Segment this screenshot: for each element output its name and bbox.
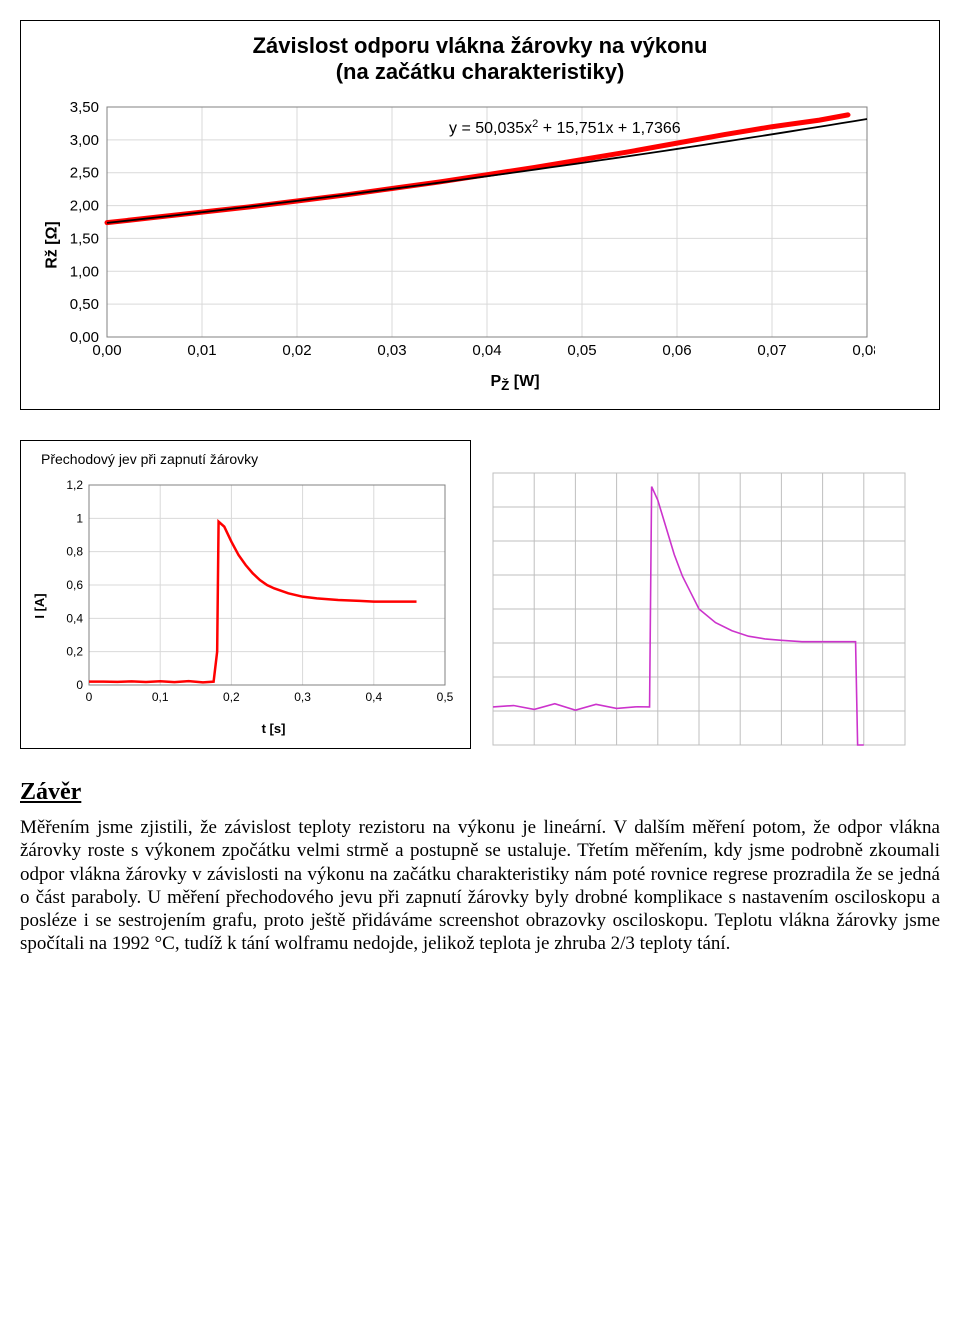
svg-text:0,00: 0,00 xyxy=(92,342,121,359)
chart1-area: Rž [Ω] 0,00 0,50 1,00 1,50 2,00 2,50 3,00 3,50 0… xyxy=(37,97,923,393)
svg-text:0,2: 0,2 xyxy=(66,645,83,659)
svg-text:1,2: 1,2 xyxy=(66,478,83,492)
svg-text:0: 0 xyxy=(76,678,83,692)
svg-text:0: 0 xyxy=(86,690,93,704)
svg-text:0,8: 0,8 xyxy=(66,545,83,559)
svg-text:0,01: 0,01 xyxy=(187,342,216,359)
svg-text:3,00: 3,00 xyxy=(70,132,99,149)
svg-text:y = 50,035x2 + 15,751x + 1,736: y = 50,035x2 + 15,751x + 1,7366 xyxy=(449,118,681,137)
svg-text:0,4: 0,4 xyxy=(66,612,83,626)
svg-text:2,00: 2,00 xyxy=(70,198,99,215)
svg-text:0,3: 0,3 xyxy=(294,690,311,704)
conclusion-text: Měřením jsme zjistili, že závislost tepl… xyxy=(20,816,940,955)
chart1-svg: 0,000,501,001,502,002,503,003,500,000,01… xyxy=(37,97,875,367)
svg-text:0,05: 0,05 xyxy=(567,342,596,359)
chart1-ylabel: Rž [Ω] xyxy=(44,221,62,268)
svg-text:0,6: 0,6 xyxy=(66,578,83,592)
chart1-title: Závislost odporu vlákna žárovky na výkon… xyxy=(37,33,923,85)
chart2-svg: 0 0,2 0,4 0,6 0,8 1 1,2 0 0,1 0,2 0,3 0,4 0,5 xyxy=(33,475,453,715)
svg-text:1,00: 1,00 xyxy=(70,263,99,280)
conclusion-title: Závěr xyxy=(20,779,940,806)
chart2-container: Přechodový jev při zapnutí žárovky I [A]… xyxy=(20,440,471,749)
chart1-xlabel: PŽ [W] xyxy=(37,373,923,393)
svg-text:0,06: 0,06 xyxy=(662,342,691,359)
chart2-area: I [A] 00,20,40,60,811,200,10,20,30,40,5 … xyxy=(33,475,458,736)
svg-text:3,50: 3,50 xyxy=(70,99,99,116)
svg-text:0,08: 0,08 xyxy=(852,342,875,359)
chart1-container: Závislost odporu vlákna žárovky na výkon… xyxy=(20,20,940,410)
chart1-title-line1: Závislost odporu vlákna žárovky na výkon… xyxy=(253,33,708,58)
svg-text:0,5: 0,5 xyxy=(437,690,453,704)
svg-text:0,04: 0,04 xyxy=(472,342,501,359)
svg-text:0,02: 0,02 xyxy=(282,342,311,359)
row-charts: Přechodový jev při zapnutí žárovky I [A]… xyxy=(20,440,940,749)
svg-text:0,2: 0,2 xyxy=(223,690,240,704)
svg-text:0,07: 0,07 xyxy=(757,342,786,359)
svg-text:2,50: 2,50 xyxy=(70,165,99,182)
oscilloscope-svg xyxy=(489,469,909,749)
svg-text:0,1: 0,1 xyxy=(152,690,169,704)
svg-text:1,50: 1,50 xyxy=(70,230,99,247)
chart2-ylabel: I [A] xyxy=(32,593,47,618)
chart2-xlabel: t [s] xyxy=(33,721,458,736)
svg-text:0,03: 0,03 xyxy=(377,342,406,359)
chart2-title: Přechodový jev při zapnutí žárovky xyxy=(41,451,458,467)
chart1-title-line2: (na začátku charakteristiky) xyxy=(336,59,625,84)
svg-text:0,4: 0,4 xyxy=(365,690,382,704)
svg-text:0,50: 0,50 xyxy=(70,296,99,313)
svg-text:1: 1 xyxy=(76,512,83,526)
